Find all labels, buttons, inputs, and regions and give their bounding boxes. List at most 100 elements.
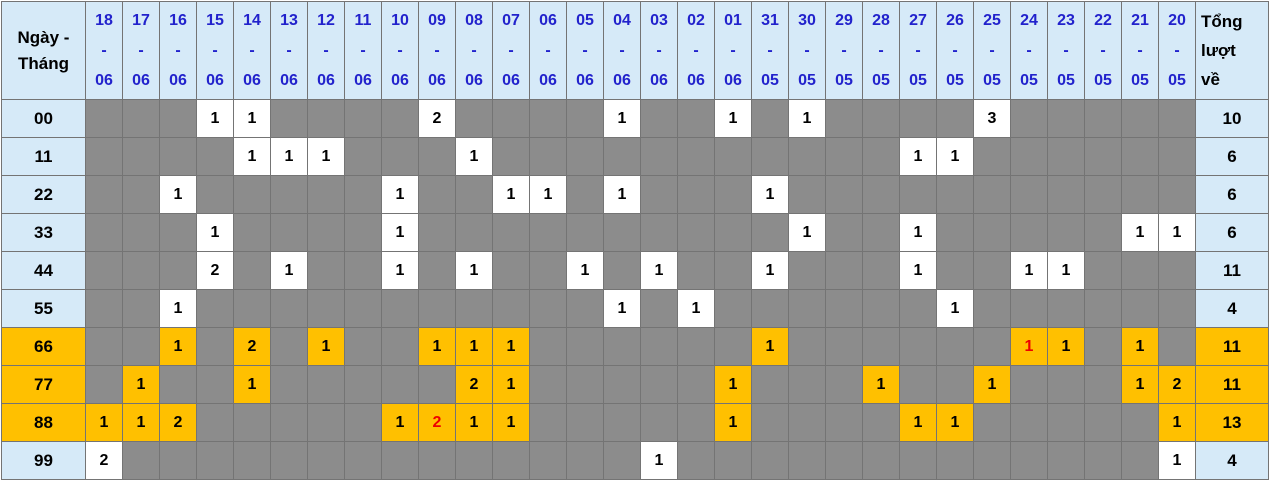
- cell-22-11-06: [344, 175, 382, 214]
- cell-55-30-05: [788, 289, 826, 328]
- col-header-06-06: 06-06: [529, 1, 567, 100]
- cell-11-20-05: [1158, 137, 1196, 176]
- cell-22-31-05: 1: [751, 175, 789, 214]
- cell-33-27-05: 1: [899, 213, 937, 252]
- cell-66-05-06: [566, 327, 604, 366]
- cell-66-15-06: [196, 327, 234, 366]
- cell-22-27-05: [899, 175, 937, 214]
- cell-33-18-06: [85, 213, 123, 252]
- cell-00-25-05: 3: [973, 99, 1011, 138]
- cell-11-24-05: [1010, 137, 1048, 176]
- cell-22-29-05: [825, 175, 863, 214]
- cell-88-01-06: 1: [714, 403, 752, 442]
- cell-11-26-05: 1: [936, 137, 974, 176]
- cell-44-27-05: 1: [899, 251, 937, 290]
- cell-33-09-06: [418, 213, 456, 252]
- cell-00-18-06: [85, 99, 123, 138]
- cell-44-13-06: 1: [270, 251, 308, 290]
- total-33: 6: [1195, 213, 1269, 252]
- cell-00-29-05: [825, 99, 863, 138]
- cell-22-01-06: [714, 175, 752, 214]
- cell-99-14-06: [233, 441, 271, 480]
- cell-66-23-05: 1: [1047, 327, 1085, 366]
- cell-88-15-06: [196, 403, 234, 442]
- col-header-10-06: 10-06: [381, 1, 419, 100]
- cell-77-10-06: [381, 365, 419, 404]
- cell-00-07-06: [492, 99, 530, 138]
- cell-44-23-05: 1: [1047, 251, 1085, 290]
- cell-00-14-06: 1: [233, 99, 271, 138]
- cell-99-29-05: [825, 441, 863, 480]
- cell-88-29-05: [825, 403, 863, 442]
- cell-88-27-05: 1: [899, 403, 937, 442]
- cell-22-15-06: [196, 175, 234, 214]
- row-11: 11 1 1 1 1 1 1 6: [1, 137, 1269, 176]
- cell-44-30-05: [788, 251, 826, 290]
- cell-00-10-06: [381, 99, 419, 138]
- cell-55-28-05: [862, 289, 900, 328]
- cell-11-27-05: 1: [899, 137, 937, 176]
- cell-44-25-05: [973, 251, 1011, 290]
- cell-66-29-05: [825, 327, 863, 366]
- cell-99-18-06: 2: [85, 441, 123, 480]
- cell-88-22-05: [1084, 403, 1122, 442]
- cell-22-26-05: [936, 175, 974, 214]
- cell-11-10-06: [381, 137, 419, 176]
- cell-99-28-05: [862, 441, 900, 480]
- cell-99-11-06: [344, 441, 382, 480]
- col-header-02-06: 02-06: [677, 1, 715, 100]
- cell-11-04-06: [603, 137, 641, 176]
- row-55: 55 1 1 1 1 4: [1, 289, 1269, 328]
- cell-99-05-06: [566, 441, 604, 480]
- cell-55-22-05: [1084, 289, 1122, 328]
- cell-33-13-06: [270, 213, 308, 252]
- cell-88-10-06: 1: [381, 403, 419, 442]
- total-55: 4: [1195, 289, 1269, 328]
- cell-66-09-06: 1: [418, 327, 456, 366]
- col-header-26-05: 26-05: [936, 1, 974, 100]
- cell-55-11-06: [344, 289, 382, 328]
- cell-55-18-06: [85, 289, 123, 328]
- cell-00-26-05: [936, 99, 974, 138]
- cell-33-30-05: 1: [788, 213, 826, 252]
- cell-55-03-06: [640, 289, 678, 328]
- cell-11-08-06: 1: [455, 137, 493, 176]
- cell-99-04-06: [603, 441, 641, 480]
- cell-66-01-06: [714, 327, 752, 366]
- cell-55-06-06: [529, 289, 567, 328]
- header-row: Ngày - Tháng 18-06 17-06 16-06 15-06 14-06 13…: [1, 1, 1269, 100]
- cell-88-23-05: [1047, 403, 1085, 442]
- row-label-44: 44: [1, 251, 86, 290]
- cell-66-22-05: [1084, 327, 1122, 366]
- col-header-05-06: 05-06: [566, 1, 604, 100]
- cell-66-12-06: 1: [307, 327, 345, 366]
- cell-99-08-06: [455, 441, 493, 480]
- cell-11-06-06: [529, 137, 567, 176]
- cell-66-21-05: 1: [1121, 327, 1159, 366]
- cell-44-09-06: [418, 251, 456, 290]
- cell-66-28-05: [862, 327, 900, 366]
- cell-88-03-06: [640, 403, 678, 442]
- cell-99-07-06: [492, 441, 530, 480]
- cell-11-01-06: [714, 137, 752, 176]
- cell-11-17-06: [122, 137, 160, 176]
- cell-44-26-05: [936, 251, 974, 290]
- cell-11-14-06: 1: [233, 137, 271, 176]
- col-header-28-05: 28-05: [862, 1, 900, 100]
- cell-66-17-06: [122, 327, 160, 366]
- cell-99-20-05: 1: [1158, 441, 1196, 480]
- cell-55-23-05: [1047, 289, 1085, 328]
- row-66: 66 1 2 1 1 1 1 1 1 1 1 11: [1, 327, 1269, 366]
- cell-77-31-05: [751, 365, 789, 404]
- cell-44-07-06: [492, 251, 530, 290]
- cell-77-25-05: 1: [973, 365, 1011, 404]
- cell-88-12-06: [307, 403, 345, 442]
- cell-66-30-05: [788, 327, 826, 366]
- cell-33-01-06: [714, 213, 752, 252]
- cell-99-21-05: [1121, 441, 1159, 480]
- cell-77-03-06: [640, 365, 678, 404]
- cell-77-29-05: [825, 365, 863, 404]
- cell-22-04-06: 1: [603, 175, 641, 214]
- cell-44-02-06: [677, 251, 715, 290]
- total-22: 6: [1195, 175, 1269, 214]
